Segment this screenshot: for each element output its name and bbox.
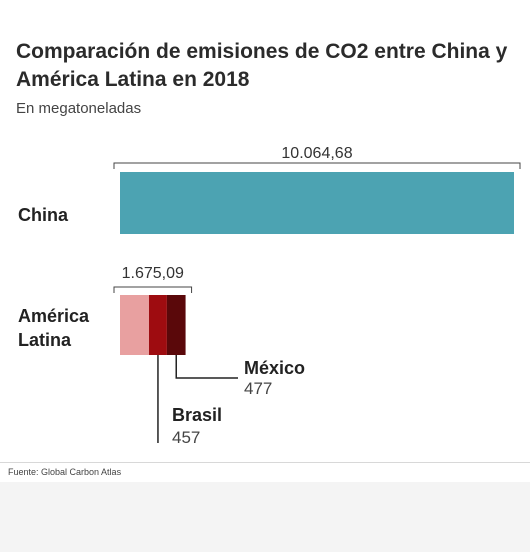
footer-divider bbox=[0, 462, 530, 463]
category-label-china: China bbox=[18, 205, 69, 225]
callout-value-mexico: 477 bbox=[244, 379, 272, 398]
bar-brasil bbox=[149, 295, 167, 355]
total-bracket bbox=[113, 162, 521, 169]
bar-latam_other bbox=[120, 295, 150, 355]
callout-name-brasil: Brasil bbox=[172, 405, 222, 425]
total-label: 1.675,09 bbox=[122, 265, 184, 282]
callout-line-mexico bbox=[175, 355, 238, 379]
callout-value-brasil: 457 bbox=[172, 428, 200, 447]
callout-name-mexico: México bbox=[244, 358, 305, 378]
bar-mexico bbox=[166, 295, 186, 355]
total-label: 10.064,68 bbox=[281, 145, 352, 162]
category-label-america-latina: América Latina bbox=[18, 306, 90, 350]
bottom-band bbox=[0, 482, 530, 552]
total-bracket bbox=[113, 286, 193, 293]
chart-subtitle: En megatoneladas bbox=[16, 100, 142, 117]
bar-china bbox=[120, 172, 514, 234]
source-note: Fuente: Global Carbon Atlas bbox=[8, 467, 122, 477]
chart-title: Comparación de emisiones de CO2 entre Ch… bbox=[16, 40, 508, 91]
